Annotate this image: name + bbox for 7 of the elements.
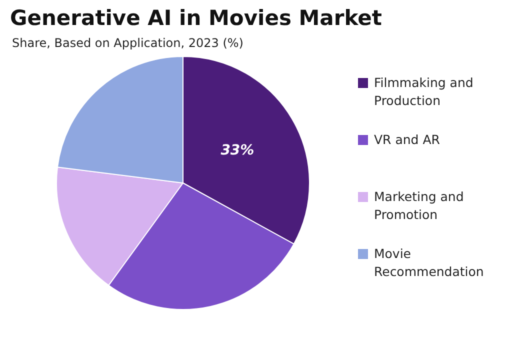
legend-label: VR and AR: [374, 131, 440, 149]
chart-subtitle: Share, Based on Application, 2023 (%): [12, 36, 244, 50]
chart-title: Generative AI in Movies Market: [10, 6, 382, 30]
legend-label: Filmmaking and Production: [374, 74, 474, 110]
legend-label: Movie Recommendation: [374, 245, 485, 281]
data-label: 33%: [220, 142, 254, 158]
legend-label: Marketing and Promotion: [374, 188, 465, 224]
